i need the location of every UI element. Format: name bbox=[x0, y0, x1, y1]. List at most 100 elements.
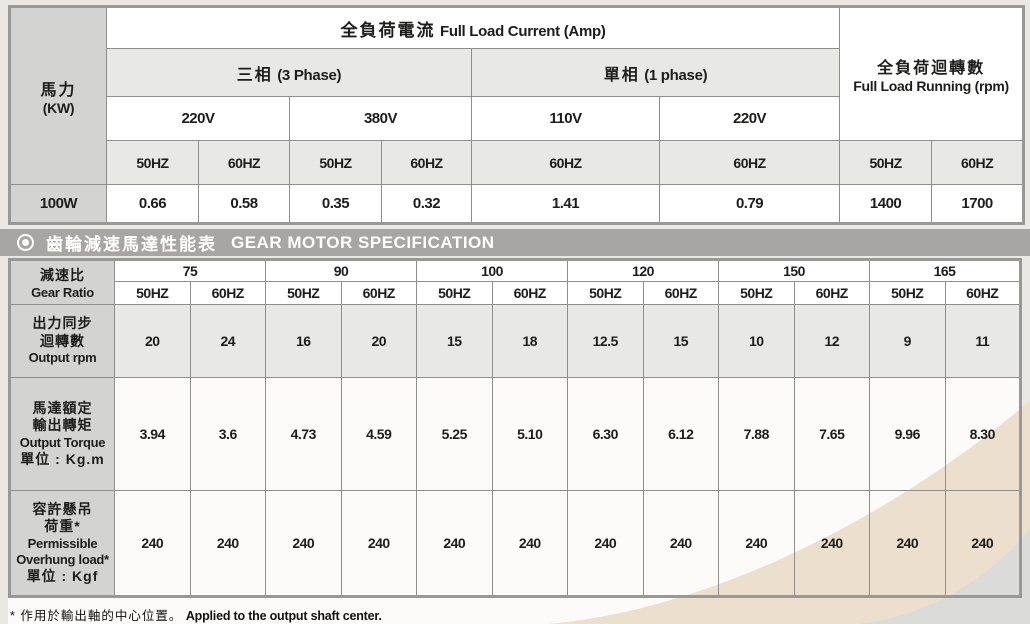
full-load-current-zh: 全負荷電流 bbox=[340, 20, 436, 40]
hz-header: 50HZ bbox=[416, 281, 493, 305]
table-cell: 20 bbox=[114, 304, 191, 378]
full-load-current-en: Full Load Current (Amp) bbox=[439, 22, 606, 40]
footnote-en: Applied to the output shaft center. bbox=[185, 609, 382, 623]
table-cell: 240 bbox=[491, 490, 568, 597]
hz-header: 50HZ bbox=[265, 281, 342, 305]
full-load-current-table: 馬力 (KW) 全負荷電流 Full Load Current (Amp) 全負… bbox=[8, 5, 1026, 225]
label-line: Overhung load* bbox=[16, 551, 109, 567]
table-cell: 15 bbox=[416, 304, 493, 378]
ratio-header: 120 bbox=[567, 259, 719, 282]
table-cell: 4.59 bbox=[340, 377, 417, 491]
label-line: 出力同步 bbox=[32, 315, 93, 332]
table-cell: 1400 bbox=[839, 184, 933, 224]
table-cell: 5.10 bbox=[491, 377, 568, 491]
table-cell: 15 bbox=[642, 304, 719, 378]
table-cell: 5.25 bbox=[416, 377, 493, 491]
table-cell: 240 bbox=[340, 490, 417, 597]
hz-header: 50HZ bbox=[114, 281, 191, 305]
table-cell: 3.94 bbox=[114, 377, 191, 491]
table-cell: 240 bbox=[869, 490, 946, 597]
hz-header: 50HZ bbox=[106, 140, 199, 185]
hz-header: 60HZ bbox=[944, 281, 1021, 305]
gear-ratio-header: 減速比 Gear Ratio bbox=[9, 259, 115, 305]
single-phase-en: (1 phase) bbox=[644, 66, 708, 84]
table-cell: 8.30 bbox=[944, 377, 1021, 491]
hz-header: 60HZ bbox=[198, 140, 290, 185]
full-load-running-zh: 全負荷迴轉數 bbox=[877, 60, 986, 77]
ratio-header: 165 bbox=[869, 259, 1021, 282]
hz-header: 50HZ bbox=[869, 281, 946, 305]
label-line: Output rpm bbox=[28, 350, 97, 366]
hz-header: 50HZ bbox=[567, 281, 644, 305]
footnote: * 作用於輸出軸的中心位置。 Applied to the output sha… bbox=[10, 605, 1030, 624]
table-cell: 240 bbox=[189, 490, 266, 597]
power-label-unit: (KW) bbox=[42, 100, 75, 116]
hz-header: 60HZ bbox=[189, 281, 266, 305]
spec-page: 馬力 (KW) 全負荷電流 Full Load Current (Amp) 全負… bbox=[0, 5, 1030, 624]
gear-ratio-en: Gear Ratio bbox=[31, 285, 94, 300]
hz-header: 50HZ bbox=[289, 140, 382, 185]
section-title-zh: 齒輪減速馬達性能表 bbox=[46, 235, 217, 254]
label-line: 容許懸吊 bbox=[32, 500, 93, 517]
table-cell: 0.79 bbox=[658, 184, 841, 224]
gear-ratio-zh: 減速比 bbox=[40, 267, 85, 283]
voltage-110v: 110V bbox=[471, 96, 660, 141]
gear-motor-spec-table: 減速比 Gear Ratio 75 90 100 120 150 165 50H… bbox=[8, 258, 1022, 598]
table-cell: 6.12 bbox=[642, 377, 719, 491]
hz-header: 60HZ bbox=[658, 140, 841, 185]
table-cell: 1700 bbox=[931, 184, 1025, 224]
full-load-running-header: 全負荷迴轉數 Full Load Running (rpm) bbox=[839, 6, 1025, 141]
three-phase-zh: 三相 bbox=[236, 66, 273, 84]
table-cell: 240 bbox=[944, 490, 1021, 597]
table-cell: 3.6 bbox=[189, 377, 266, 491]
three-phase-en: (3 Phase) bbox=[277, 66, 342, 84]
table-cell: 9 bbox=[869, 304, 946, 378]
ratio-header: 75 bbox=[114, 259, 266, 282]
footnote-zh: * 作用於輸出軸的中心位置。 bbox=[10, 609, 183, 623]
label-line: 荷重* bbox=[44, 518, 81, 534]
label-line: 迴轉數 bbox=[40, 332, 85, 349]
overhung-load-header: 容許懸吊 荷重* Permissible Overhung load* 單位 :… bbox=[9, 490, 115, 597]
table-cell: 1.41 bbox=[471, 184, 660, 224]
hz-header: 60HZ bbox=[931, 140, 1025, 185]
hz-header: 60HZ bbox=[793, 281, 870, 305]
voltage-380v: 380V bbox=[289, 96, 472, 141]
hz-header: 60HZ bbox=[471, 140, 660, 185]
full-load-current-header: 全負荷電流 Full Load Current (Amp) bbox=[105, 6, 841, 49]
table-cell: 240 bbox=[718, 490, 795, 597]
label-line: 單位 : Kg.m bbox=[20, 450, 105, 467]
single-phase-zh: 單相 bbox=[603, 66, 640, 84]
table-cell: 7.65 bbox=[793, 377, 870, 491]
table-cell: 240 bbox=[114, 490, 191, 597]
three-phase-header: 三相 (3 Phase) bbox=[106, 48, 472, 97]
table-cell: 240 bbox=[642, 490, 719, 597]
hz-header: 60HZ bbox=[491, 281, 568, 305]
hz-header: 50HZ bbox=[718, 281, 795, 305]
ratio-header: 100 bbox=[416, 259, 568, 282]
table-cell: 240 bbox=[567, 490, 644, 597]
table-cell: 12.5 bbox=[567, 304, 644, 378]
table-cell: 20 bbox=[340, 304, 417, 378]
table-cell: 7.88 bbox=[718, 377, 795, 491]
table-cell: 10 bbox=[718, 304, 795, 378]
hz-header: 60HZ bbox=[381, 140, 472, 185]
table-cell: 0.35 bbox=[289, 184, 382, 224]
power-kw-header: 馬力 (KW) bbox=[9, 6, 107, 185]
ratio-header: 150 bbox=[718, 259, 870, 282]
table-cell: 0.32 bbox=[381, 184, 472, 224]
label-line: 輸出轉矩 bbox=[32, 417, 93, 434]
label-line: 馬達額定 bbox=[32, 399, 93, 416]
table-cell: 4.73 bbox=[265, 377, 342, 491]
table-cell: 0.58 bbox=[198, 184, 290, 224]
hz-header: 60HZ bbox=[642, 281, 719, 305]
label-line: Permissible bbox=[27, 535, 98, 551]
table-cell: 240 bbox=[265, 490, 342, 597]
table-cell: 6.30 bbox=[567, 377, 644, 491]
table-cell: 240 bbox=[416, 490, 493, 597]
table-cell: 16 bbox=[265, 304, 342, 378]
label-line: Output Torque bbox=[19, 434, 106, 450]
output-torque-header: 馬達額定 輸出轉矩 Output Torque 單位 : Kg.m bbox=[9, 377, 115, 491]
table-cell: 9.96 bbox=[869, 377, 946, 491]
table-cell: 0.66 bbox=[106, 184, 199, 224]
table-cell: 240 bbox=[793, 490, 870, 597]
